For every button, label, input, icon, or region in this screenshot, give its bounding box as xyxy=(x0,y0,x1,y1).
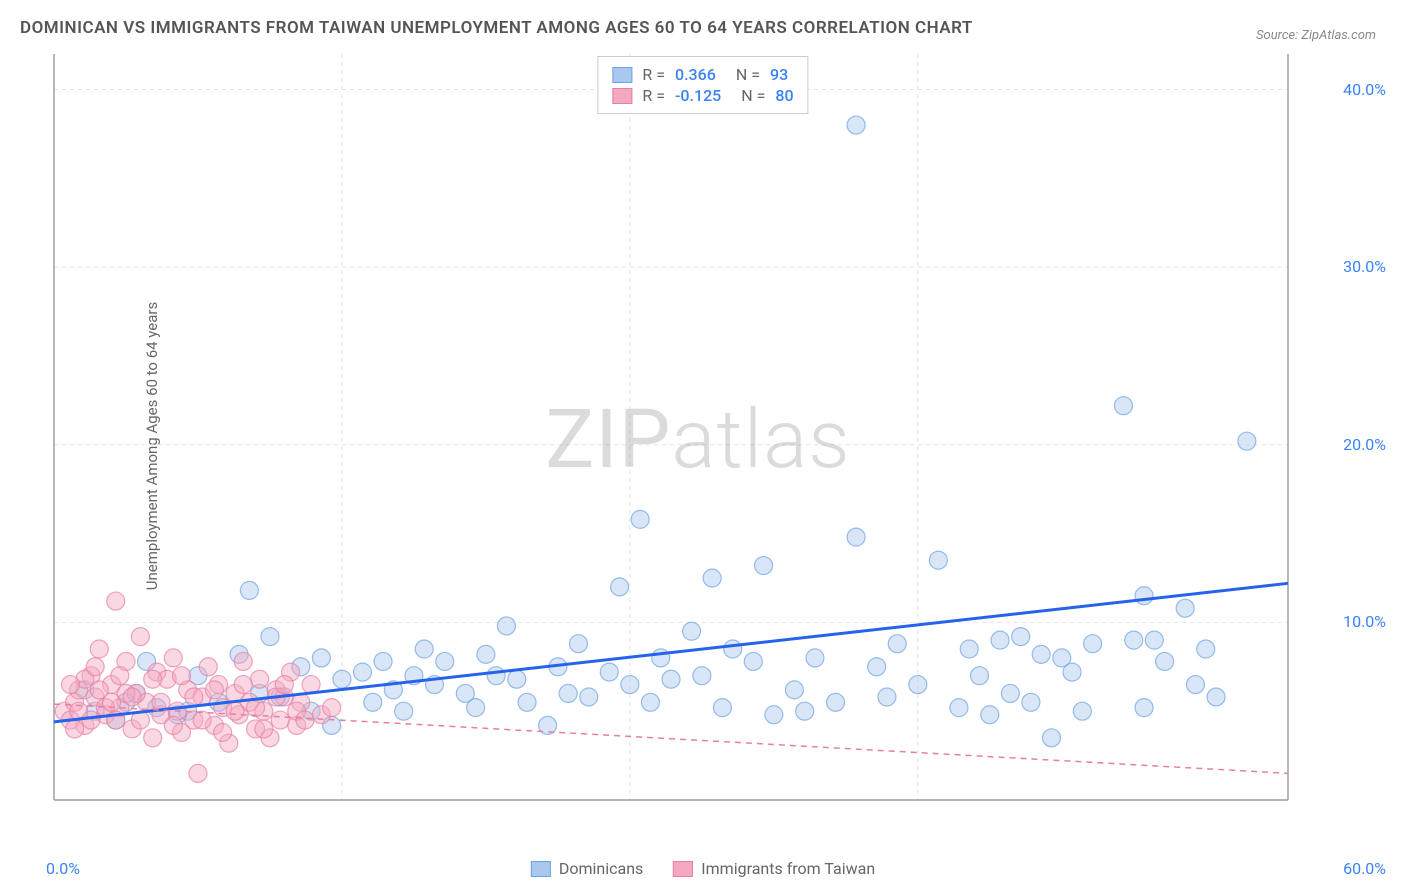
y-tick-label: 20.0% xyxy=(1343,435,1386,454)
scatter-chart xyxy=(48,50,1348,830)
r-label: R = xyxy=(642,86,665,105)
n-label: N = xyxy=(741,86,765,105)
plot-area: ZIPatlas xyxy=(48,50,1348,830)
legend-swatch-dominicans xyxy=(531,861,551,877)
correlation-legend: R = 0.366 N = 93 R = -0.125 N = 80 xyxy=(597,56,808,114)
legend-swatch-taiwan xyxy=(612,88,632,104)
correlation-legend-row: R = -0.125 N = 80 xyxy=(612,86,793,105)
chart-title: DOMINICAN VS IMMIGRANTS FROM TAIWAN UNEM… xyxy=(20,18,973,38)
n-value-taiwan: 80 xyxy=(775,86,793,105)
series-legend-item: Immigrants from Taiwan xyxy=(673,859,875,878)
legend-swatch-taiwan xyxy=(673,861,693,877)
legend-label-taiwan: Immigrants from Taiwan xyxy=(701,859,875,878)
x-tick-min: 0.0% xyxy=(46,859,80,878)
r-label: R = xyxy=(642,65,665,84)
legend-label-dominicans: Dominicans xyxy=(559,859,643,878)
n-label: N = xyxy=(736,65,760,84)
legend-swatch-dominicans xyxy=(612,67,632,83)
n-value-dominicans: 93 xyxy=(770,65,788,84)
source-attribution: Source: ZipAtlas.com xyxy=(1256,28,1376,43)
correlation-legend-row: R = 0.366 N = 93 xyxy=(612,65,793,84)
y-tick-label: 40.0% xyxy=(1343,80,1386,99)
series-legend-item: Dominicans xyxy=(531,859,643,878)
series-legend: Dominicans Immigrants from Taiwan xyxy=(531,859,875,878)
y-tick-label: 30.0% xyxy=(1343,257,1386,276)
r-value-taiwan: -0.125 xyxy=(675,86,721,105)
r-value-dominicans: 0.366 xyxy=(675,65,716,84)
x-tick-max: 60.0% xyxy=(1343,859,1386,878)
y-tick-label: 10.0% xyxy=(1343,612,1386,631)
